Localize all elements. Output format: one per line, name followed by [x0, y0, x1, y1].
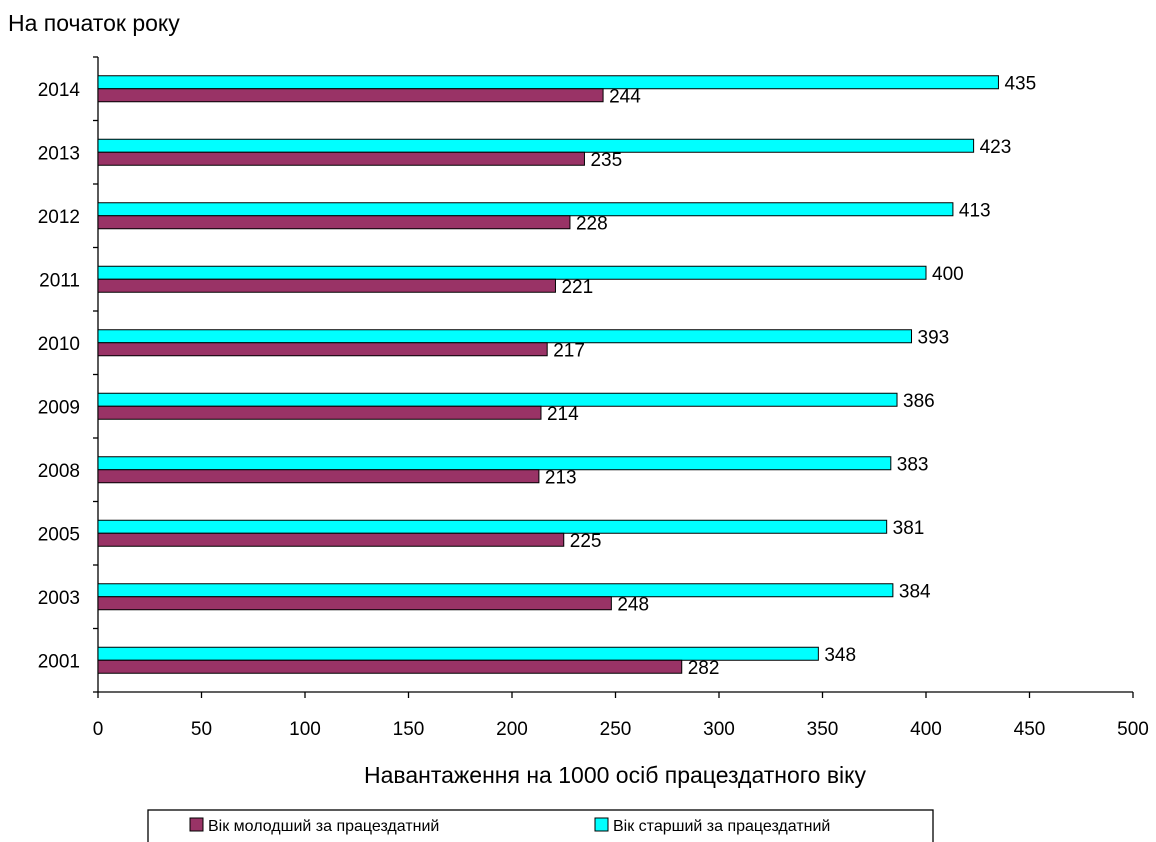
- x-tick-label: 100: [289, 719, 321, 740]
- legend-label-old: Вік старший за працездатний: [613, 818, 830, 835]
- bar-old: [97, 265, 927, 280]
- data-label-young: 221: [561, 277, 593, 298]
- bar-young: [97, 151, 585, 166]
- bar-old: [97, 392, 898, 407]
- data-label-young: 282: [688, 658, 720, 679]
- data-label-old: 400: [932, 264, 964, 285]
- y-tick-label: 2001: [38, 651, 80, 672]
- legend-frame: [147, 809, 934, 842]
- bar-young: [97, 215, 571, 230]
- x-tick-label: 0: [93, 719, 104, 740]
- bar-young: [97, 596, 612, 611]
- data-label-old: 383: [897, 454, 929, 475]
- plot-area: 0 50 100 150 200 250 300 350 400 450 500 2001 348 282…: [38, 56, 1149, 740]
- data-label-old: 381: [893, 518, 925, 539]
- bar-old: [97, 519, 888, 534]
- legend-swatch-old: [594, 817, 609, 832]
- y-tick-label: 2003: [38, 588, 80, 609]
- bar-young: [97, 405, 542, 420]
- legend-swatch-young: [189, 817, 204, 832]
- data-label-young: 248: [617, 594, 649, 615]
- bar-young: [97, 88, 604, 103]
- y-tick-label: 2009: [38, 397, 80, 418]
- y-tick-label: 2010: [38, 334, 80, 355]
- bar-old: [97, 75, 999, 90]
- data-label-old: 393: [918, 327, 950, 348]
- bar-old: [97, 329, 913, 344]
- data-label-young: 217: [553, 340, 585, 361]
- x-axis-title: Навантаження на 1000 осіб працездатного …: [364, 762, 866, 788]
- y-tick-label: 2008: [38, 461, 80, 482]
- y-tick-label: 2011: [39, 270, 80, 291]
- data-label-old: 348: [824, 645, 856, 666]
- y-axis-title: На початок року: [8, 10, 180, 36]
- x-tick-label: 250: [600, 719, 632, 740]
- bar-young: [97, 659, 683, 674]
- data-label-young: 213: [545, 467, 577, 488]
- data-label-old: 413: [959, 200, 991, 221]
- x-tick-label: 350: [807, 719, 839, 740]
- bar-old: [97, 583, 894, 598]
- bar-young: [97, 532, 565, 547]
- bar-old: [97, 138, 975, 153]
- data-label-young: 244: [609, 86, 641, 107]
- y-tick-label: 2012: [38, 207, 80, 228]
- bar-young: [97, 342, 548, 357]
- x-tick-label: 400: [910, 719, 942, 740]
- data-label-old: 435: [1004, 73, 1036, 94]
- x-tick-label: 50: [191, 719, 212, 740]
- data-label-old: 386: [903, 391, 935, 412]
- bar-young: [97, 278, 556, 293]
- bar-old: [97, 456, 892, 471]
- y-tick-label: 2014: [38, 80, 81, 101]
- x-tick-label: 450: [1014, 719, 1046, 740]
- data-label-old: 423: [980, 137, 1012, 158]
- data-label-young: 235: [590, 150, 622, 171]
- x-tick-label: 500: [1117, 719, 1149, 740]
- x-tick-label: 300: [703, 719, 735, 740]
- legend-label-young: Вік молодший за працездатний: [208, 818, 439, 835]
- data-label-young: 228: [576, 213, 608, 234]
- legend: Вік молодший за працездатний Вік старший…: [147, 809, 934, 842]
- y-tick-label: 2005: [38, 524, 80, 545]
- data-label-young: 225: [570, 531, 602, 552]
- bar-old: [97, 202, 954, 217]
- bar-young: [97, 469, 540, 484]
- y-tick-label: 2013: [38, 143, 80, 164]
- data-label-young: 214: [547, 404, 579, 425]
- x-tick-label: 200: [496, 719, 528, 740]
- data-label-old: 384: [899, 581, 931, 602]
- x-tick-label: 150: [393, 719, 425, 740]
